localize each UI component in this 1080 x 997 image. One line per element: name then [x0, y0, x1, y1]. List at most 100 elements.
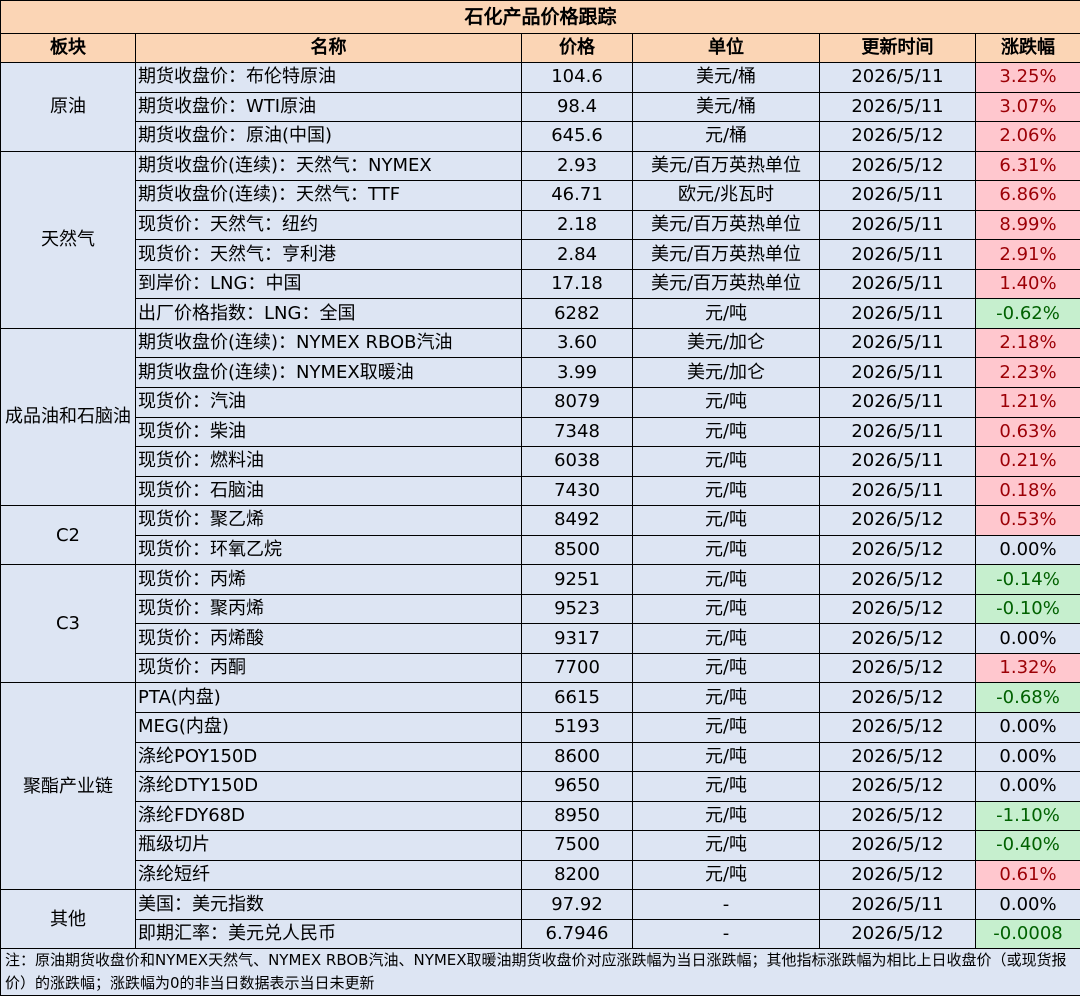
change-cell: 0.00% — [974, 534, 1080, 566]
sector-cell: 其他 — [0, 889, 136, 950]
price-cell: 17.18 — [521, 268, 633, 300]
table-row: 涤纶FDY68D 8950 元/吨 2026/5/12 -1.10% — [1, 800, 1080, 832]
unit-cell: 元/吨 — [632, 534, 820, 566]
unit-cell: 美元/百万英热单位 — [632, 268, 820, 300]
unit-cell: 元/吨 — [632, 564, 820, 595]
update-time-cell: 2026/5/12 — [819, 121, 976, 152]
name-cell: 现货价：天然气：纽约 — [135, 209, 522, 241]
update-time-cell: 2026/5/12 — [819, 859, 976, 891]
change-cell: -0.14% — [974, 564, 1080, 595]
unit-cell: 元/吨 — [632, 446, 820, 477]
name-cell: 现货价：天然气：亨利港 — [135, 239, 522, 270]
price-cell: 9650 — [521, 771, 633, 802]
sector-cell: 成品油和石脑油 — [0, 327, 136, 507]
update-time-cell: 2026/5/12 — [819, 150, 976, 182]
unit-cell: 元/吨 — [632, 771, 820, 802]
table-row: 涤纶POY150D 8600 元/吨 2026/5/12 0.00% — [1, 741, 1080, 773]
table-row: C3 现货价：丙烯 9251 元/吨 2026/5/12 -0.14% — [0, 564, 1080, 684]
update-time-cell: 2026/5/11 — [819, 446, 976, 477]
name-cell: 现货价：石脑油 — [135, 475, 522, 507]
change-cell: 0.00% — [974, 889, 1080, 920]
unit-cell: 元/吨 — [632, 741, 820, 773]
change-cell: 2.91% — [974, 239, 1080, 270]
unit-cell: 美元/桶 — [632, 91, 820, 123]
price-cell: 46.71 — [521, 180, 633, 211]
name-cell: 现货价：聚丙烯 — [135, 593, 522, 625]
change-cell: 3.07% — [974, 91, 1080, 123]
table-row: 现货价：聚丙烯 9523 元/吨 2026/5/12 -0.10% — [1, 593, 1080, 625]
name-cell: 期货收盘价(连续)：NYMEX取暖油 — [135, 357, 522, 389]
table-row: C2 现货价：聚乙烯 8492 元/吨 2026/5/12 0.53% — [0, 505, 1080, 566]
price-cell: 8600 — [521, 741, 633, 773]
price-cell: 2.84 — [521, 239, 633, 270]
table-row: 到岸价：LNG：中国 17.18 美元/百万英热单位 2026/5/11 1.40% — [1, 268, 1080, 300]
change-cell: 8.99% — [974, 209, 1080, 241]
unit-cell: - — [632, 918, 820, 950]
update-time-cell: 2026/5/12 — [819, 623, 976, 654]
sector-cell: 聚酯产业链 — [0, 682, 136, 891]
price-cell: 2.93 — [521, 150, 633, 182]
table-row: 现货价：天然气：纽约 2.18 美元/百万英热单位 2026/5/11 8.99% — [1, 209, 1080, 241]
change-cell: -0.10% — [974, 593, 1080, 625]
price-cell: 9523 — [521, 593, 633, 625]
update-time-cell: 2026/5/12 — [819, 918, 976, 950]
name-cell: 现货价：燃料油 — [135, 446, 522, 477]
name-cell: 瓶级切片 — [135, 830, 522, 861]
unit-cell: 元/吨 — [632, 505, 820, 536]
price-cell: 6282 — [521, 298, 633, 329]
price-cell: 8079 — [521, 387, 633, 418]
name-cell: PTA(内盘) — [135, 682, 522, 714]
price-cell: 2.18 — [521, 209, 633, 241]
price-cell: 8500 — [521, 534, 633, 566]
table-row: 期货收盘价：WTI原油 98.4 美元/桶 2026/5/11 3.07% — [1, 91, 1080, 123]
change-cell: 1.40% — [974, 268, 1080, 300]
table-row: 瓶级切片 7500 元/吨 2026/5/12 -0.40% — [1, 830, 1080, 861]
unit-cell: 元/桶 — [632, 121, 820, 152]
change-cell: 2.23% — [974, 357, 1080, 389]
name-cell: 现货价：丙烯 — [135, 564, 522, 595]
unit-cell: 元/吨 — [632, 475, 820, 507]
price-cell: 9251 — [521, 564, 633, 595]
price-cell: 8950 — [521, 800, 633, 832]
unit-cell: 元/吨 — [632, 387, 820, 418]
header-row: 板块 名称 价格 单位 更新时间 涨跌幅 — [0, 33, 1080, 63]
name-cell: 美国：美元指数 — [135, 889, 522, 920]
price-cell: 97.92 — [521, 889, 633, 920]
change-cell: 0.63% — [974, 416, 1080, 448]
name-cell: 涤纶FDY68D — [135, 800, 522, 832]
name-cell: 现货价：汽油 — [135, 387, 522, 418]
change-cell: -0.68% — [974, 682, 1080, 714]
price-cell: 645.6 — [521, 121, 633, 152]
name-cell: 现货价：丙酮 — [135, 652, 522, 684]
table-row: 期货收盘价(连续)：NYMEX取暖油 3.99 美元/加仑 2026/5/11 2.23… — [1, 357, 1080, 389]
table-row: 现货价：环氧乙烷 8500 元/吨 2026/5/12 0.00% — [1, 534, 1080, 566]
name-cell: 期货收盘价：原油(中国) — [135, 121, 522, 152]
table-row: 现货价：丙酮 7700 元/吨 2026/5/12 1.32% — [1, 652, 1080, 684]
name-cell: 现货价：丙烯酸 — [135, 623, 522, 654]
unit-cell: 元/吨 — [632, 623, 820, 654]
update-time-cell: 2026/5/12 — [819, 564, 976, 595]
update-time-cell: 2026/5/11 — [819, 889, 976, 920]
table-row: 现货价：石脑油 7430 元/吨 2026/5/11 0.18% — [1, 475, 1080, 507]
update-time-cell: 2026/5/12 — [819, 771, 976, 802]
change-cell: -0.0008 — [974, 918, 1080, 950]
change-cell: 0.00% — [974, 741, 1080, 773]
update-time-cell: 2026/5/11 — [819, 357, 976, 389]
change-cell: 6.86% — [974, 180, 1080, 211]
name-cell: 涤纶POY150D — [135, 741, 522, 773]
price-cell: 5193 — [521, 712, 633, 743]
change-cell: 2.06% — [974, 121, 1080, 152]
table-row: 涤纶DTY150D 9650 元/吨 2026/5/12 0.00% — [1, 771, 1080, 802]
unit-cell: 元/吨 — [632, 416, 820, 448]
header-name: 名称 — [135, 33, 522, 63]
update-time-cell: 2026/5/12 — [819, 830, 976, 861]
unit-cell: 元/吨 — [632, 830, 820, 861]
table-row: 出厂价格指数：LNG：全国 6282 元/吨 2026/5/11 -0.62% — [1, 298, 1080, 329]
price-cell: 7430 — [521, 475, 633, 507]
name-cell: 出厂价格指数：LNG：全国 — [135, 298, 522, 329]
price-cell: 7700 — [521, 652, 633, 684]
unit-cell: 元/吨 — [632, 652, 820, 684]
price-cell: 3.60 — [521, 327, 633, 359]
change-cell: 0.00% — [974, 771, 1080, 802]
